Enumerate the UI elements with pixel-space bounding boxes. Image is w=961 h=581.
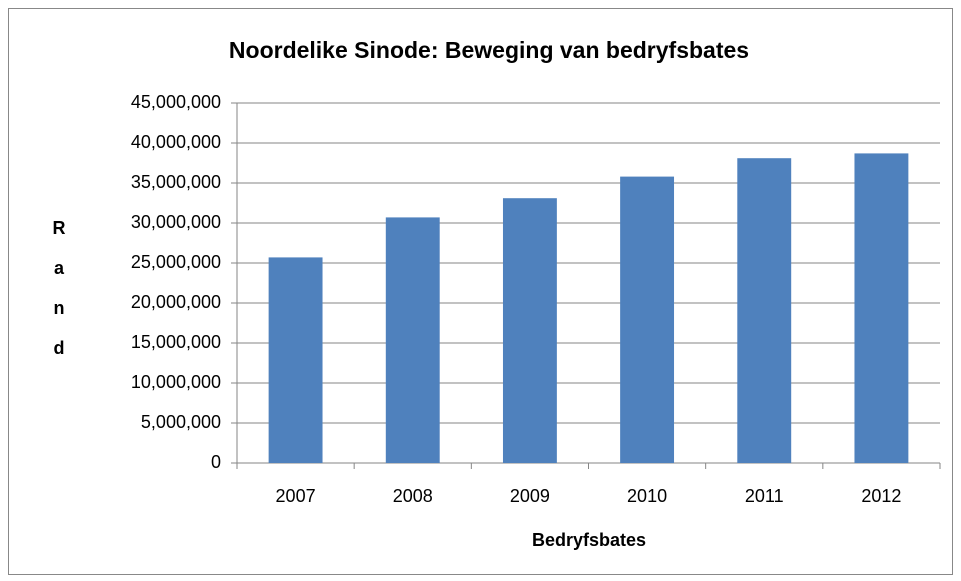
y-tick-label: 35,000,000 xyxy=(131,172,221,192)
x-tick-label: 2008 xyxy=(393,486,433,506)
bar xyxy=(502,198,557,463)
y-tick-label: 20,000,000 xyxy=(131,292,221,312)
x-tick-label: 2012 xyxy=(861,486,901,506)
y-tick-label: 10,000,000 xyxy=(131,372,221,392)
bar xyxy=(268,257,323,463)
bar xyxy=(854,153,909,463)
y-tick-label: 25,000,000 xyxy=(131,252,221,272)
y-tick-label: 15,000,000 xyxy=(131,332,221,352)
y-tick-label: 5,000,000 xyxy=(141,412,221,432)
bar xyxy=(737,158,792,463)
y-tick-label: 45,000,000 xyxy=(131,92,221,112)
x-tick-label: 2011 xyxy=(745,486,784,506)
y-axis-label: Rand xyxy=(52,218,66,358)
y-tick-label: 30,000,000 xyxy=(131,212,221,232)
x-axis-label: Bedryfsbates xyxy=(532,530,646,550)
y-tick-label: 40,000,000 xyxy=(131,132,221,152)
y-tick-label: 0 xyxy=(211,452,221,472)
bar xyxy=(385,217,440,463)
x-tick-label: 2009 xyxy=(510,486,550,506)
x-tick-label: 2007 xyxy=(276,486,316,506)
bar xyxy=(620,176,675,463)
x-tick-label: 2010 xyxy=(627,486,667,506)
chart-title: Noordelike Sinode: Beweging van bedryfsb… xyxy=(229,37,749,63)
